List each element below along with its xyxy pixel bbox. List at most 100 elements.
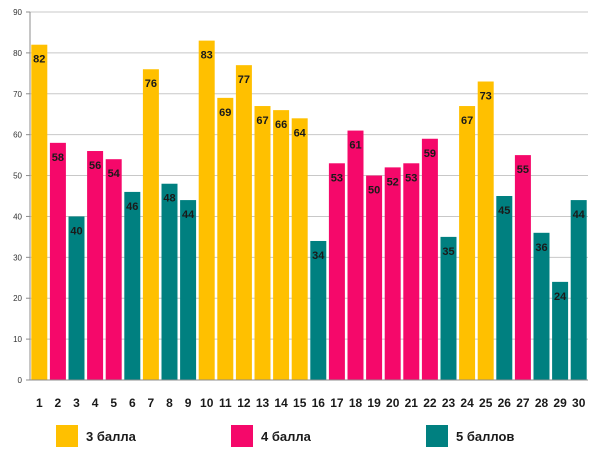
bar <box>124 191 141 380</box>
x-tick-label: 23 <box>442 396 456 410</box>
x-tick-label: 29 <box>553 396 567 410</box>
x-tick-label: 26 <box>498 396 512 410</box>
bar <box>49 142 66 380</box>
bar <box>496 196 513 380</box>
x-tick-label: 7 <box>148 396 155 410</box>
legend-swatch <box>426 425 448 447</box>
x-tick-label: 28 <box>535 396 549 410</box>
x-tick-label: 8 <box>166 396 173 410</box>
y-axis-ticks: 0 10 20 30 40 50 60 70 80 90 <box>13 8 30 385</box>
legend-item-3: 3 балла <box>56 424 136 448</box>
data-label: 77 <box>238 74 250 86</box>
y-tick-label: 60 <box>13 131 22 140</box>
x-tick-label: 24 <box>460 396 474 410</box>
data-label: 45 <box>498 205 510 217</box>
data-label: 34 <box>312 250 325 262</box>
data-label: 53 <box>331 172 343 184</box>
bar <box>68 216 85 380</box>
x-tick-label: 11 <box>219 396 232 410</box>
gridlines <box>30 11 588 340</box>
bar <box>180 200 197 380</box>
bar <box>254 106 271 381</box>
data-label: 82 <box>33 54 45 66</box>
bar <box>552 281 569 380</box>
x-tick-label: 12 <box>237 396 251 410</box>
bar <box>440 236 457 380</box>
bar <box>291 118 308 381</box>
data-label: 44 <box>573 209 586 221</box>
y-tick-label: 90 <box>13 8 22 17</box>
data-label: 61 <box>349 140 361 152</box>
x-tick-label: 13 <box>256 396 270 410</box>
data-label: 66 <box>275 119 287 131</box>
x-tick-label: 25 <box>479 396 493 410</box>
bar <box>87 151 104 380</box>
legend-swatch <box>56 425 78 447</box>
data-label: 54 <box>108 168 121 180</box>
data-label: 67 <box>461 115 473 127</box>
x-tick-label: 15 <box>293 396 307 410</box>
x-tick-label: 10 <box>200 396 214 410</box>
bar <box>421 138 438 380</box>
bar <box>328 163 345 380</box>
bar <box>477 81 494 380</box>
bar <box>161 183 178 380</box>
data-label: 73 <box>480 91 492 103</box>
bar <box>459 106 476 381</box>
data-label: 67 <box>256 115 268 127</box>
x-tick-label: 22 <box>423 396 437 410</box>
bar <box>384 167 401 380</box>
bar <box>273 110 290 380</box>
bar <box>366 175 383 380</box>
bar <box>347 130 364 380</box>
bar <box>533 232 550 380</box>
bar <box>570 200 587 380</box>
y-tick-label: 30 <box>13 253 22 262</box>
x-axis-ticks: 1 2 3 4 5 6 7 8 9 10 11 12 13 14 15 16 17 18 19 20 21 22 23 24 2… <box>36 396 586 410</box>
bar <box>235 65 252 381</box>
bar <box>142 69 159 380</box>
data-label: 36 <box>535 242 547 254</box>
x-tick-label: 16 <box>312 396 326 410</box>
data-label: 58 <box>52 152 64 164</box>
x-tick-label: 30 <box>572 396 586 410</box>
legend-item-4: 4 балла <box>231 424 311 448</box>
x-tick-label: 6 <box>129 396 136 410</box>
x-tick-label: 17 <box>330 396 344 410</box>
data-label: 76 <box>145 78 157 90</box>
bar <box>310 240 327 380</box>
y-tick-label: 80 <box>13 49 22 58</box>
x-tick-label: 9 <box>185 396 192 410</box>
bar <box>31 44 48 380</box>
bars: 82 58 40 56 54 46 76 48 44 83 69 77 67 66 64 34 53 61 50 52… <box>31 40 587 381</box>
bar <box>105 159 122 380</box>
data-label: 59 <box>424 148 436 160</box>
y-tick-label: 20 <box>13 294 22 303</box>
data-label: 83 <box>201 50 213 62</box>
bar <box>514 155 531 380</box>
legend-label: 3 балла <box>86 428 136 444</box>
data-label: 55 <box>517 164 529 176</box>
data-label: 35 <box>442 246 454 258</box>
data-label: 56 <box>89 160 101 172</box>
x-tick-label: 27 <box>516 396 530 410</box>
x-tick-label: 21 <box>405 396 419 410</box>
y-tick-label: 10 <box>13 335 22 344</box>
x-tick-label: 5 <box>110 396 117 410</box>
x-tick-label: 3 <box>73 396 80 410</box>
data-label: 24 <box>554 291 567 303</box>
data-label: 48 <box>163 193 175 205</box>
data-label: 46 <box>126 201 138 213</box>
y-tick-label: 0 <box>18 376 23 385</box>
x-tick-label: 20 <box>386 396 400 410</box>
data-label: 69 <box>219 107 231 119</box>
legend-swatch <box>231 425 253 447</box>
x-tick-label: 2 <box>55 396 62 410</box>
data-label: 52 <box>387 176 399 188</box>
legend-label: 4 балла <box>261 428 311 444</box>
bar <box>403 163 420 380</box>
y-tick-label: 50 <box>13 172 22 181</box>
data-label: 64 <box>294 127 307 139</box>
x-tick-label: 18 <box>349 396 363 410</box>
